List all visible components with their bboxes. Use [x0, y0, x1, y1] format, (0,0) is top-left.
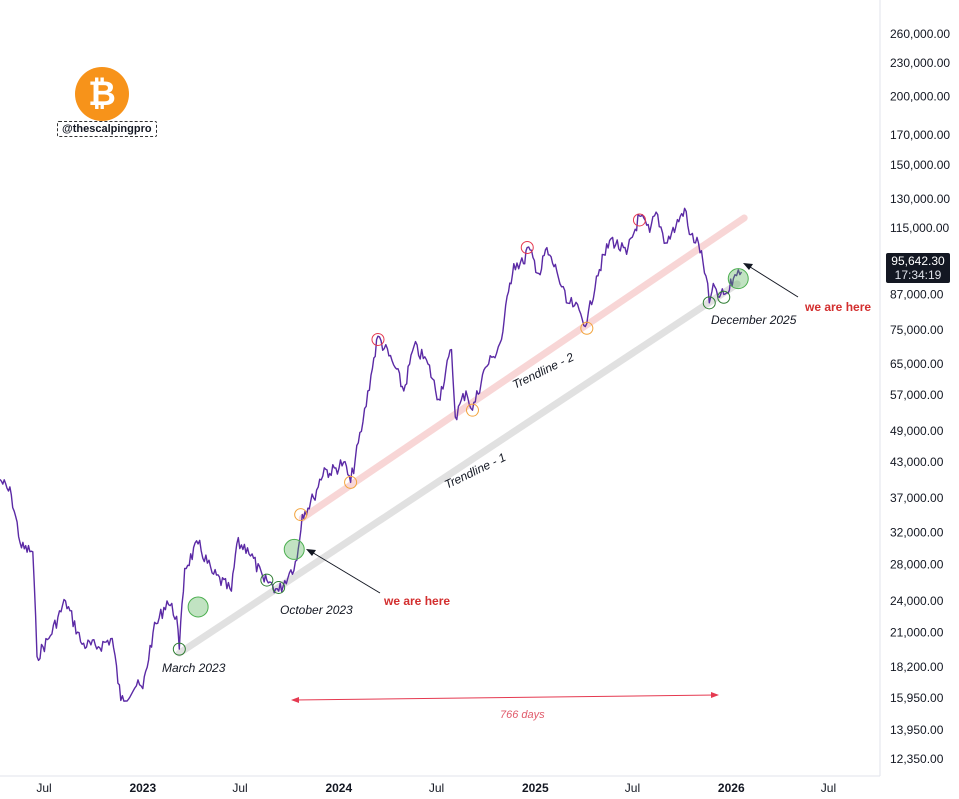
top-marker-mar-2024 — [371, 333, 385, 347]
low-marker-aug-2023 — [260, 573, 274, 587]
time-tick-label-6: Jul — [625, 781, 640, 795]
price-tick-label-14: 37,000.00 — [890, 491, 944, 505]
author-handle: @thescalpingpro — [57, 121, 157, 137]
duration-label: 766 days — [500, 709, 545, 721]
price-tick-label-5: 130,000.00 — [890, 192, 950, 206]
bar-countdown: 17:34:19 — [894, 268, 942, 282]
trendline-2 — [298, 214, 748, 522]
price-tick-label-12: 49,000.00 — [890, 424, 944, 438]
annotations: Trendline - 1 Trendline - 2 March 2023 O… — [162, 263, 871, 721]
price-tick-label-6: 115,000.00 — [890, 221, 949, 235]
price-line — [0, 207, 743, 702]
price-tick-label-10: 65,000.00 — [890, 357, 944, 371]
signal-marker-oct-2023 — [283, 538, 305, 560]
time-axis[interactable]: Jul 2023 Jul 2024 Jul 2025 Jul 2026 Jul — [36, 781, 836, 795]
markers — [172, 213, 749, 656]
price-tick-label-22: 12,350.00 — [890, 752, 944, 766]
last-price-tag: 95,642.30 17:34:19 — [886, 253, 950, 283]
time-tick-label-7: 2026 — [718, 781, 745, 795]
we-are-here-arrow-1 — [306, 549, 381, 594]
march-2023-label: March 2023 — [162, 661, 226, 675]
trend2-touch-sep-2024 — [465, 403, 479, 417]
price-tick-label-8: 87,000.00 — [890, 287, 944, 301]
time-tick-label-2: Jul — [232, 781, 247, 795]
time-tick-label-0: Jul — [36, 781, 51, 795]
trend2-touch-jan-2024 — [344, 475, 358, 489]
top-marker-jul-2025 — [632, 213, 646, 227]
trend2-touch-apr-2025 — [580, 321, 594, 335]
we-are-here-label-2: we are here — [804, 300, 871, 314]
price-tick-label-1: 230,000.00 — [890, 56, 950, 70]
price-tick-label-21: 13,950.00 — [890, 723, 944, 737]
price-tick-label-9: 75,000.00 — [890, 323, 944, 337]
price-tick-label-13: 43,000.00 — [890, 455, 944, 469]
we-are-here-label-1: we are here — [383, 594, 450, 608]
duration-arrow — [291, 692, 719, 703]
top-marker-dec-2024 — [520, 240, 534, 254]
trendlines — [175, 214, 748, 657]
price-tick-label-17: 24,000.00 — [890, 594, 944, 608]
low-marker-sep-2023 — [272, 580, 286, 594]
time-tick-label-5: 2025 — [522, 781, 549, 795]
october-2023-label: October 2023 — [280, 603, 353, 617]
price-tick-label-18: 21,000.00 — [890, 626, 944, 640]
bitcoin-icon: ₿ — [75, 67, 129, 121]
price-series — [0, 207, 743, 702]
time-tick-label-1: 2023 — [129, 781, 156, 795]
time-tick-label-3: 2024 — [325, 781, 352, 795]
last-price-value: 95,642.30 — [891, 254, 945, 268]
price-axis[interactable]: 260,000.00 230,000.00 200,000.00 170,000.00… — [890, 27, 950, 766]
price-tick-label-16: 28,000.00 — [890, 557, 944, 571]
time-tick-label-8: Jul — [821, 781, 836, 795]
trend2-touch-oct-2023 — [294, 508, 308, 522]
price-tick-label-0: 260,000.00 — [890, 27, 950, 41]
price-tick-label-2: 200,000.00 — [890, 89, 950, 103]
low-marker-nov-2025 — [702, 296, 716, 310]
signal-marker-jan-2026 — [727, 268, 749, 290]
signal-marker-apr-2023 — [187, 596, 209, 618]
price-tick-label-19: 18,200.00 — [890, 660, 944, 674]
we-are-here-arrow-2 — [743, 263, 799, 298]
december-2025-label: December 2025 — [711, 313, 797, 327]
low-marker-march-2023 — [172, 642, 186, 656]
price-tick-label-3: 170,000.00 — [890, 128, 950, 142]
price-tick-label-11: 57,000.00 — [890, 388, 944, 402]
price-tick-label-20: 15,950.00 — [890, 691, 944, 705]
time-tick-label-4: Jul — [429, 781, 444, 795]
trendline-1 — [175, 280, 741, 657]
low-marker-dec-2025 — [717, 290, 731, 304]
price-tick-label-4: 150,000.00 — [890, 158, 950, 172]
price-tick-label-15: 32,000.00 — [890, 525, 944, 539]
